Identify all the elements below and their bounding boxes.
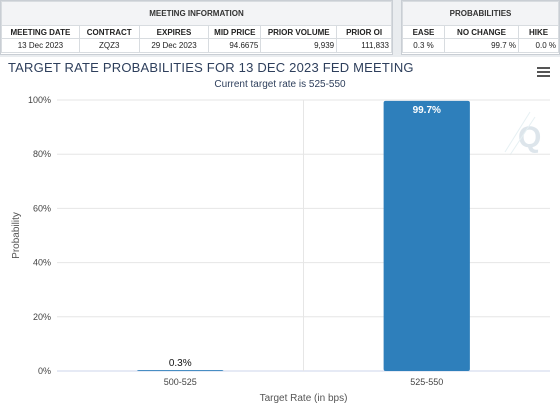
header-hike: HIKE — [518, 25, 559, 39]
q-logo-icon: Q — [504, 111, 541, 156]
cell-hike: 0.0 % — [518, 38, 559, 53]
cell-contract: ZQZ3 — [78, 38, 140, 53]
header-prior-oi: PRIOR OI — [336, 25, 392, 39]
header-prior-volume: PRIOR VOLUME — [260, 25, 338, 39]
data-label-525-550: 99.7% — [413, 105, 441, 116]
hamburger-menu-icon[interactable] — [537, 67, 550, 77]
y-tick-label: 20% — [33, 312, 51, 322]
header-no-change: NO CHANGE — [444, 25, 519, 39]
cell-mid-price: 94.6675 — [208, 38, 262, 53]
meeting-information-title: MEETING INFORMATION — [1, 1, 392, 26]
header-mid-price: MID PRICE — [208, 25, 262, 39]
probabilities-title: PROBABILITIES — [402, 1, 559, 26]
table-row: 0.3 % 99.7 % 0.0 % — [402, 38, 559, 53]
chart-subtitle: Current target rate is 525-550 — [214, 79, 346, 90]
probabilities-table: PROBABILITIES EASE NO CHANGE HIKE 0.3 % … — [401, 0, 560, 55]
x-tick-label: 525-550 — [410, 377, 443, 387]
y-tick-label: 0% — [38, 366, 51, 376]
header-ease: EASE — [402, 25, 445, 39]
chart-panel: Q 0% 20% 40% 60% 80% 100% 0.3% 500-525 99.7% 525-… — [0, 57, 560, 413]
meeting-information-table: MEETING INFORMATION MEETING DATE CONTRAC… — [0, 0, 393, 55]
y-tick-label: 100% — [28, 95, 51, 105]
cell-prior-volume: 9,939 — [260, 38, 338, 53]
svg-text:Q: Q — [518, 121, 541, 154]
cell-expires: 29 Dec 2023 — [138, 38, 210, 53]
bar-525-550 — [383, 100, 470, 372]
chart-title: TARGET RATE PROBABILITIES FOR 13 DEC 202… — [8, 60, 414, 75]
x-tick-label: 500-525 — [164, 377, 197, 387]
data-label-500-525: 0.3% — [169, 358, 192, 369]
y-tick-label: 80% — [33, 149, 51, 159]
header-contract: CONTRACT — [78, 25, 140, 39]
cell-no-change: 99.7 % — [444, 38, 519, 53]
header-expires: EXPIRES — [138, 25, 210, 39]
y-tick-label: 40% — [33, 258, 51, 268]
table-row: 13 Dec 2023 ZQZ3 29 Dec 2023 94.6675 9,9… — [1, 38, 392, 53]
cell-prior-oi: 111,833 — [336, 38, 392, 53]
bar-chart: Q 0% 20% 40% 60% 80% 100% 0.3% 500-525 99.7% 525-… — [11, 95, 550, 404]
cell-ease: 0.3 % — [402, 38, 445, 53]
y-axis-label: Probability — [11, 212, 22, 259]
y-tick-label: 60% — [33, 203, 51, 213]
x-axis-label: Target Rate (in bps) — [260, 393, 348, 404]
header-meeting-date: MEETING DATE — [1, 25, 80, 39]
cell-meeting-date: 13 Dec 2023 — [1, 38, 80, 53]
bar-500-525 — [137, 370, 224, 371]
